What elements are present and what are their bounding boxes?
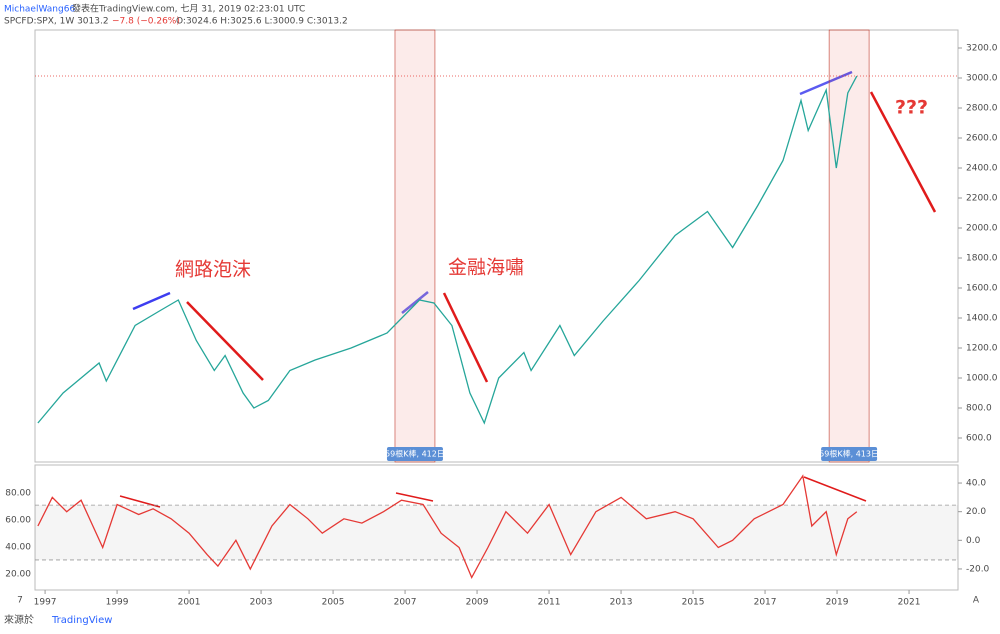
range-label-bg — [821, 447, 878, 461]
source: 來源於 — [4, 613, 34, 626]
y-tick-label: 1200.0 — [966, 344, 998, 354]
y-tick-label: 60.00 — [5, 515, 31, 525]
y-tick-label: 20.00 — [5, 569, 31, 579]
y-tick-label: 40.00 — [5, 542, 31, 552]
x-tick-label: 2019 — [826, 598, 849, 608]
osc-pane — [34, 464, 959, 591]
level-band — [35, 505, 958, 560]
x-tick-label: 2015 — [682, 598, 705, 608]
x-tick-label: 2009 — [466, 598, 489, 608]
x-tick-label: 2003 — [250, 598, 273, 608]
y-tick-label: 2800.0 — [966, 104, 998, 114]
brand: TradingView — [51, 615, 112, 626]
series-line — [37, 474, 858, 580]
x-tick-label: 2007 — [394, 598, 417, 608]
arrow — [395, 492, 434, 502]
arrow — [803, 476, 867, 502]
author: MichaelWang66 — [4, 5, 75, 15]
arrow — [132, 291, 171, 311]
annotation: ??? — [895, 97, 928, 119]
y-tick-label: 80.00 — [5, 488, 31, 498]
y-tick-label: 1800.0 — [966, 254, 998, 264]
annotation: 網路泡沫 — [175, 259, 251, 281]
range-label-bg — [386, 447, 443, 461]
x-tick-label: 2011 — [538, 598, 561, 608]
y2-tick-label: 0.0 — [966, 536, 981, 546]
arrow — [186, 301, 264, 381]
x-tick-label: 2017 — [754, 598, 777, 608]
y-tick-label: 2400.0 — [966, 164, 998, 174]
y-tick-label: 3000.0 — [966, 74, 998, 84]
y-tick-label: 1400.0 — [966, 314, 998, 324]
y-tick-label: 1600.0 — [966, 284, 998, 294]
arrow — [869, 91, 937, 213]
arrow — [119, 495, 161, 508]
y-tick-label: 2000.0 — [966, 224, 998, 234]
y-tick-label: 2600.0 — [966, 134, 998, 144]
x-tick-label: 2001 — [178, 598, 201, 608]
x-tick-label: 1997 — [34, 598, 57, 608]
corner-right: A — [973, 596, 980, 606]
y-tick-label: 1000.0 — [966, 374, 998, 384]
arrow — [442, 292, 489, 383]
price-pane — [34, 29, 959, 463]
range-shade — [394, 29, 436, 463]
x-tick-label: 2013 — [610, 598, 633, 608]
y-tick-label: 600.0 — [966, 434, 992, 444]
published: 發表在TradingView.com, 七月 31, 2019 02:23:01… — [72, 3, 305, 15]
annotation: 金融海嘯 — [448, 257, 524, 279]
y2-tick-label: 20.0 — [966, 507, 986, 517]
x-tick-label: 1999 — [106, 598, 129, 608]
arrow — [401, 291, 429, 314]
arrows — [119, 70, 937, 508]
y2-tick-label: 40.0 — [966, 479, 986, 489]
change: −7.8 (−0.26%) — [112, 17, 180, 27]
symbol: SPCFD:SPX, 1W 3013.2 — [4, 17, 109, 27]
y-tick-label: 3200.0 — [966, 44, 998, 54]
ohlc: O:3024.6 H:3025.6 L:3000.9 C:3013.2 — [176, 17, 348, 27]
arrow — [799, 70, 853, 96]
x-tick-label: 2021 — [898, 598, 921, 608]
y-tick-label: 2200.0 — [966, 194, 998, 204]
series-line — [37, 75, 858, 425]
y-tick-label: 800.0 — [966, 404, 992, 414]
y2-tick-label: -20.0 — [966, 564, 990, 574]
range-label: 59根K棒, 412日 — [385, 449, 445, 459]
range-shade — [828, 29, 870, 463]
range-label: 59根K棒, 413日 — [819, 449, 879, 459]
corner-left: 7 — [17, 596, 23, 606]
x-tick-label: 2005 — [322, 598, 345, 608]
